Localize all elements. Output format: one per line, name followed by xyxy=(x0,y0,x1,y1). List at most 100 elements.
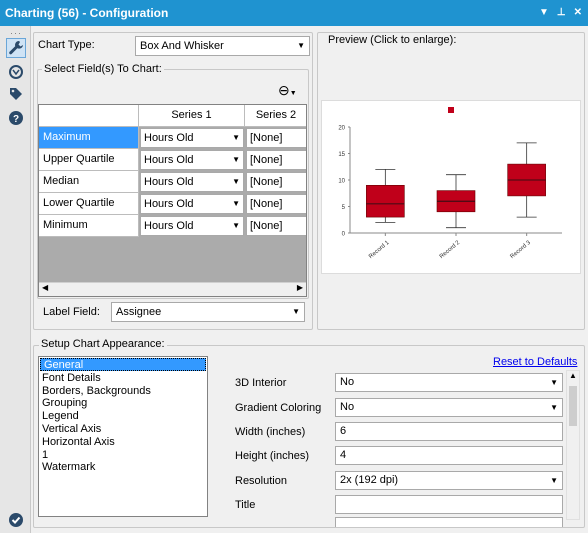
list-item[interactable]: Borders, Backgrounds xyxy=(42,384,151,397)
row-label[interactable]: Maximum xyxy=(39,127,139,149)
table-row: Minimum Hours Old ▼ [None] xyxy=(39,215,306,237)
series-value: Hours Old xyxy=(144,198,194,210)
series-value: Hours Old xyxy=(144,176,194,188)
series-2-select[interactable]: [None] xyxy=(246,128,306,148)
horizontal-scrollbar[interactable]: ◀ ▶ xyxy=(39,282,306,296)
checkmark-icon xyxy=(6,510,26,530)
list-item[interactable]: Font Details xyxy=(42,371,101,384)
fields-grid: Series 1 Series 2 Maximum Hours Old ▼ [No… xyxy=(38,104,307,297)
config-panel xyxy=(33,32,313,330)
table-row: Lower Quartile Hours Old ▼ [None] xyxy=(39,193,306,215)
series-1-select[interactable]: Hours Old ▼ xyxy=(140,172,244,192)
help-icon[interactable]: ? xyxy=(6,108,26,128)
chart-type-value: Box And Whisker xyxy=(140,40,224,52)
dropdown-arrow-icon[interactable]: ▼ xyxy=(538,7,549,18)
pin-icon[interactable]: ⊥ xyxy=(556,7,566,18)
chevron-down-icon: ▼ xyxy=(550,403,558,412)
list-item[interactable]: Watermark xyxy=(42,461,96,474)
series-1-select[interactable]: Hours Old ▼ xyxy=(140,216,244,236)
close-icon[interactable]: ✕ xyxy=(573,7,582,18)
appearance-panel xyxy=(33,345,585,528)
wrench-icon[interactable] xyxy=(6,38,26,58)
table-row: Maximum Hours Old ▼ [None] xyxy=(39,127,306,149)
width-label: Width (inches) xyxy=(235,426,306,438)
resolution-value: 2x (192 dpi) xyxy=(340,474,399,486)
gradient-coloring-select[interactable]: No ▼ xyxy=(335,398,563,417)
scroll-left-icon[interactable]: ◀ xyxy=(42,283,49,292)
width-input[interactable]: 6 xyxy=(335,422,563,441)
resolution-select[interactable]: 2x (192 dpi) ▼ xyxy=(335,471,563,490)
series-1-header[interactable]: Series 1 xyxy=(139,105,245,127)
grip-icon: ··· xyxy=(10,28,22,38)
3d-interior-value: No xyxy=(340,376,355,388)
list-item[interactable]: Legend xyxy=(42,410,79,423)
chevron-down-icon: ▼ xyxy=(297,41,305,50)
series-value: [None] xyxy=(250,220,283,232)
list-item[interactable]: Vertical Axis xyxy=(42,422,102,435)
reset-to-defaults-link[interactable]: Reset to Defaults xyxy=(493,356,578,368)
series-1-select[interactable]: Hours Old ▼ xyxy=(140,194,244,214)
chevron-down-icon: ▼ xyxy=(232,221,240,230)
chevron-down-icon: ▼ xyxy=(232,177,240,186)
series-2-select[interactable]: [None] xyxy=(246,172,306,192)
gradient-coloring-label: Gradient Coloring xyxy=(235,402,322,414)
chart-type-select[interactable]: Box And Whisker ▼ xyxy=(135,36,310,56)
preview-label: Preview (Click to enlarge): xyxy=(328,34,457,46)
row-label[interactable]: Median xyxy=(39,171,139,193)
chevron-down-icon: ▼ xyxy=(232,199,240,208)
box-0 xyxy=(366,185,405,218)
row-label[interactable]: Minimum xyxy=(39,215,139,237)
label-field-value: Assignee xyxy=(116,306,162,318)
appearance-label: Setup Chart Appearance: xyxy=(39,338,167,350)
series-2-select[interactable]: [None] xyxy=(246,194,306,214)
remove-circle-icon[interactable]: ⊖▼ xyxy=(278,82,297,98)
tag-icon[interactable] xyxy=(6,84,26,104)
list-item[interactable]: 1 xyxy=(42,448,49,461)
list-item[interactable]: General xyxy=(40,358,206,371)
y-tick-label: 5 xyxy=(342,205,346,211)
list-item[interactable]: Horizontal Axis xyxy=(42,435,115,448)
x-tick-label: Record 1 xyxy=(368,240,391,261)
legend-marker xyxy=(448,107,454,113)
height-value: 4 xyxy=(340,449,347,461)
title-input[interactable] xyxy=(335,495,563,514)
series-value: [None] xyxy=(250,132,283,144)
table-row: Median Hours Old ▼ [None] xyxy=(39,171,306,193)
x-tick-label: Record 3 xyxy=(509,240,532,261)
y-tick-label: 15 xyxy=(338,152,345,158)
label-field-label: Label Field: xyxy=(43,306,100,318)
3d-interior-label: 3D Interior xyxy=(235,377,287,389)
series-1-select[interactable]: Hours Old ▼ xyxy=(140,150,244,170)
series-value: [None] xyxy=(250,154,283,166)
series-2-select[interactable]: [None] xyxy=(246,150,306,170)
window-title: Charting (56) - Configuration xyxy=(5,6,169,20)
scroll-up-icon[interactable]: ▲ xyxy=(569,371,577,380)
series-2-header[interactable]: Series 2 xyxy=(245,105,306,127)
scroll-right-icon[interactable]: ▶ xyxy=(296,283,303,292)
3d-interior-select[interactable]: No ▼ xyxy=(335,373,563,392)
vertical-scrollbar[interactable]: ▲ xyxy=(566,370,580,520)
series-2-select[interactable]: [None] xyxy=(246,216,306,236)
target-icon[interactable] xyxy=(6,62,26,82)
list-item[interactable]: Grouping xyxy=(42,397,88,410)
next-field[interactable] xyxy=(335,517,563,527)
series-value: Hours Old xyxy=(144,154,194,166)
row-label[interactable]: Upper Quartile xyxy=(39,149,139,171)
svg-text:?: ? xyxy=(13,114,19,125)
resolution-label: Resolution xyxy=(235,475,287,487)
box-whisker-chart: 0 5 10 15 20 Record 1 Record 2 Record 3 xyxy=(338,107,562,261)
grid-header-row: Series 1 Series 2 xyxy=(39,105,306,127)
gradient-coloring-value: No xyxy=(340,401,355,413)
scroll-thumb[interactable] xyxy=(569,386,577,426)
title-label: Title xyxy=(235,499,256,511)
y-tick-label: 20 xyxy=(338,126,345,132)
label-field-select[interactable]: Assignee ▼ xyxy=(111,302,305,322)
preview-chart[interactable]: 0 5 10 15 20 Record 1 Record 2 Record 3 xyxy=(321,100,581,274)
height-label: Height (inches) xyxy=(235,450,309,462)
row-label[interactable]: Lower Quartile xyxy=(39,193,139,215)
width-value: 6 xyxy=(340,425,347,437)
series-1-select[interactable]: Hours Old ▼ xyxy=(140,128,244,148)
height-input[interactable]: 4 xyxy=(335,446,563,465)
chevron-down-icon: ▼ xyxy=(292,307,300,316)
chevron-down-icon: ▼ xyxy=(550,378,558,387)
